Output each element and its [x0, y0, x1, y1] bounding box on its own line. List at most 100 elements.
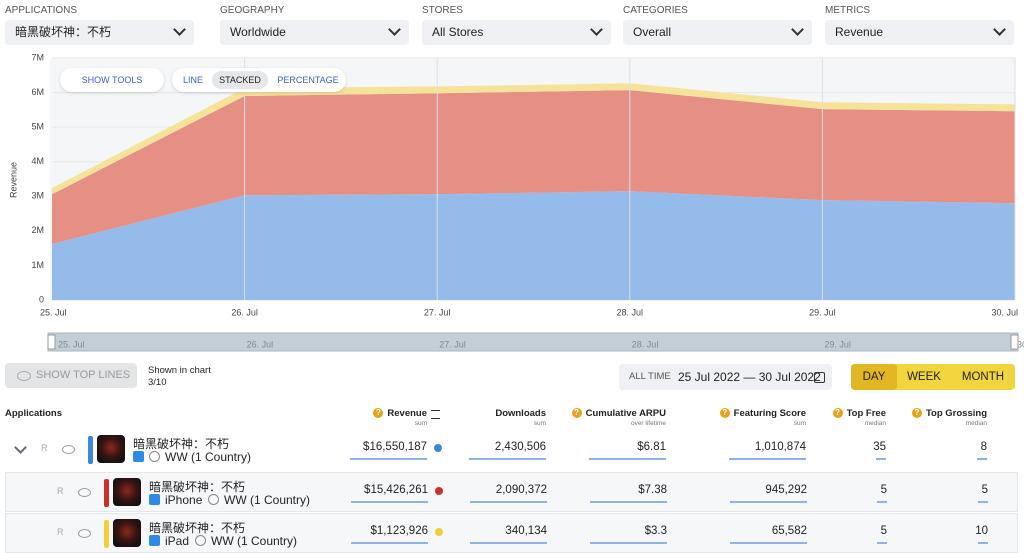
column-sub: over lifetime — [630, 420, 666, 427]
x-tick-label: 26. Jul — [231, 307, 258, 317]
eye-icon[interactable] — [62, 445, 75, 454]
filter-select[interactable]: Worldwide — [220, 20, 409, 45]
cell-underline — [470, 542, 547, 544]
store-icon — [149, 494, 160, 505]
cell-value: 8 — [980, 441, 987, 453]
chevron — [993, 23, 1006, 36]
column-sub: median — [965, 420, 987, 427]
period-button[interactable]: DAY — [851, 364, 897, 390]
x-tick-label: 28. Jul — [617, 307, 644, 317]
app-icon — [113, 519, 141, 547]
header-title: Downloads — [495, 408, 546, 419]
mode-switch: LINE STACKED PERCENTAGE — [172, 68, 346, 92]
filter-value: 暗黑破坏神：不朽 — [15, 25, 112, 39]
cell-underline — [978, 501, 988, 503]
mode-button[interactable]: STACKED — [212, 71, 268, 89]
help-icon[interactable]: ? — [373, 408, 384, 419]
y-axis-label: Revenue — [8, 162, 18, 198]
column-sub: median — [864, 420, 886, 427]
filter-value: All Stores — [432, 25, 484, 39]
globe-icon — [195, 535, 206, 546]
period-button[interactable]: WEEK — [907, 371, 941, 383]
cell-underline — [730, 542, 807, 544]
y-tick-label: 5M — [31, 122, 44, 132]
eye-icon[interactable] — [78, 529, 91, 538]
filter-select[interactable]: Revenue — [825, 20, 1014, 45]
filter-select[interactable]: All Stores — [422, 20, 611, 45]
column-header: ? Featuring Score — [696, 408, 806, 419]
cell-value: $16,550,187 — [363, 441, 427, 453]
row-badge: R — [57, 486, 64, 496]
filter-value: Worldwide — [230, 25, 286, 39]
cell-underline — [977, 458, 987, 460]
column-header: ? Cumulative ARPU — [556, 408, 666, 419]
cell-value: 10 — [975, 525, 988, 537]
cell-value: 945,292 — [765, 484, 807, 496]
navigator-label: 29. Jul — [824, 339, 851, 349]
chevron — [388, 23, 401, 36]
color-marker — [104, 479, 109, 507]
column-header: ? Top Grossing — [897, 408, 987, 419]
filter-label: STORES — [422, 5, 463, 16]
column-sub: sum — [414, 420, 427, 427]
app-icon — [113, 478, 141, 506]
help-icon[interactable]: ? — [719, 408, 730, 419]
range-value: 25 Jul 2022 — 30 Jul 2022 — [678, 370, 821, 384]
app-name: 暗黑破坏神：不朽 — [133, 437, 230, 451]
navigator-handle[interactable] — [1010, 334, 1019, 350]
series-dot — [435, 487, 443, 495]
store-icon — [133, 451, 144, 462]
header-title: Revenue — [387, 408, 427, 419]
navigator — [47, 332, 1019, 352]
mode-button[interactable]: LINE — [182, 75, 203, 85]
filter-select[interactable]: 暗黑破坏神：不朽 — [5, 20, 194, 45]
cell-value: 2,430,506 — [494, 441, 546, 453]
cell-underline — [470, 501, 547, 503]
help-icon[interactable]: ? — [571, 408, 582, 419]
globe-icon — [149, 451, 160, 462]
cell-value: $7.38 — [638, 484, 667, 496]
cell-value: 65,582 — [771, 525, 807, 537]
y-tick-label: 3M — [31, 191, 44, 201]
cell-underline — [351, 542, 428, 544]
cell-value: 1,010,874 — [754, 441, 806, 453]
color-marker — [104, 520, 109, 548]
filter-label: APPLICATIONS — [5, 5, 78, 16]
help-icon[interactable]: ? — [832, 408, 843, 419]
help-icon[interactable]: ? — [911, 408, 922, 419]
cell-underline — [877, 501, 887, 503]
filter-select[interactable]: Overall — [623, 20, 812, 45]
navigator-label: 30. Jul — [1017, 339, 1024, 349]
table-row: R 暗黑破坏神：不朽 WW (1 Country) $16,550,187 2,430,… — [0, 430, 1018, 470]
table-row: R 暗黑破坏神：不朽 iPad WW (1 Country) $1,123,926 340… — [5, 513, 1018, 553]
navigator-handle[interactable] — [47, 334, 56, 350]
geo: WW (1 Country) — [211, 534, 298, 548]
series-dot — [434, 444, 442, 452]
cell-underline — [469, 458, 546, 460]
cell-underline — [730, 501, 807, 503]
x-tick-label: 29. Jul — [809, 307, 836, 317]
eye-icon — [17, 371, 31, 381]
chevron — [173, 23, 186, 36]
cell-underline — [590, 542, 667, 544]
x-tick-label: 30. Jul — [991, 307, 1018, 317]
y-tick-label: 4M — [31, 156, 44, 166]
period-button[interactable]: MONTH — [961, 371, 1005, 383]
eye-icon[interactable] — [78, 488, 91, 497]
shown-count: 3/10 — [148, 377, 167, 388]
column-header: ? Top Free — [816, 408, 886, 419]
shown-label: Shown in chart — [148, 365, 211, 376]
calendar-icon — [814, 372, 825, 383]
series-dot — [435, 528, 443, 536]
mode-button[interactable]: PERCENTAGE — [277, 75, 339, 85]
color-marker — [88, 436, 93, 464]
expand-chevron[interactable] — [14, 441, 27, 454]
cell-value: 5 — [981, 484, 988, 496]
date-range[interactable]: ALL TIME 25 Jul 2022 — 30 Jul 2022 — [619, 364, 832, 390]
y-tick-label: 2M — [31, 225, 44, 235]
show-tools-button[interactable]: SHOW TOOLS — [60, 68, 164, 92]
cell-underline — [350, 458, 427, 460]
navigator-label: 25. Jul — [58, 339, 85, 349]
filter-label: METRICS — [825, 5, 870, 16]
